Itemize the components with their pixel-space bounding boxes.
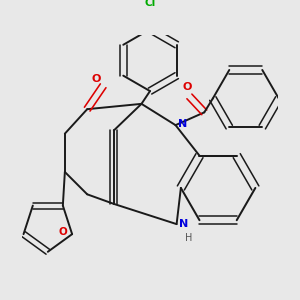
Text: O: O xyxy=(58,227,67,237)
Text: O: O xyxy=(183,82,192,92)
Text: N: N xyxy=(179,219,188,229)
Text: Cl: Cl xyxy=(144,0,156,8)
Text: H: H xyxy=(185,232,193,243)
Text: N: N xyxy=(178,119,187,129)
Text: O: O xyxy=(92,74,101,84)
